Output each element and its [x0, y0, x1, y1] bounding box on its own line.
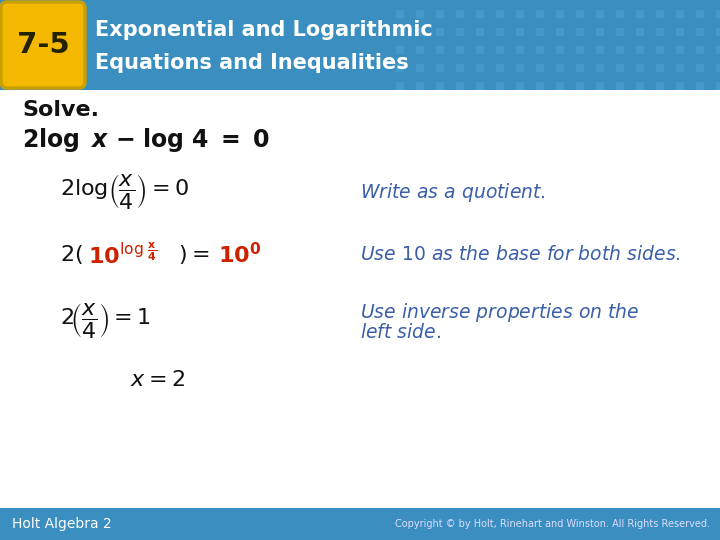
Text: $) =$: $) =$ [178, 244, 210, 267]
Text: 7-5: 7-5 [17, 31, 69, 59]
Text: Solve.: Solve. [22, 100, 99, 120]
Text: Copyright © by Holt, Rinehart and Winston. All Rights Reserved.: Copyright © by Holt, Rinehart and Winsto… [395, 519, 710, 529]
Text: $\mathit{Use\ inverse\ properties\ on\ the}$: $\mathit{Use\ inverse\ properties\ on\ t… [360, 300, 639, 323]
Text: $2\!\left(\dfrac{x}{4}\right) = 1$: $2\!\left(\dfrac{x}{4}\right) = 1$ [60, 300, 151, 340]
Text: $\bf{2log}$$\bf{\,}$ $\bfit{x}$ $\bf{-\ log\ 4\ =\ 0}$: $\bf{2log}$$\bf{\,}$ $\bfit{x}$ $\bf{-\ … [22, 126, 270, 154]
FancyBboxPatch shape [1, 2, 85, 88]
Text: Exponential and Logarithmic: Exponential and Logarithmic [95, 20, 433, 40]
Text: $x = 2$: $x = 2$ [130, 370, 185, 390]
Text: Holt Algebra 2: Holt Algebra 2 [12, 517, 112, 531]
Text: $\mathbf{10}^{\mathbf{\log\,\frac{x}{4}}}$: $\mathbf{10}^{\mathbf{\log\,\frac{x}{4}}… [88, 242, 158, 268]
Text: $2\log\!\left(\dfrac{x}{4}\right) = 0$: $2\log\!\left(\dfrac{x}{4}\right) = 0$ [60, 172, 189, 212]
Text: $2($: $2($ [60, 244, 83, 267]
Bar [0, 90, 720, 508]
Text: $\mathit{Write\ as\ a\ quotient.}$: $\mathit{Write\ as\ a\ quotient.}$ [360, 180, 546, 204]
Text: $\mathit{left\ side.}$: $\mathit{left\ side.}$ [360, 322, 441, 341]
Text: $\mathbf{10}^{\mathbf{0}}$: $\mathbf{10}^{\mathbf{0}}$ [218, 242, 261, 268]
Bar [0, 508, 720, 540]
Text: $\mathit{Use\ 10\ as\ the\ base\ for\ both\ sides.}$: $\mathit{Use\ 10\ as\ the\ base\ for\ bo… [360, 246, 680, 265]
Bar [0, 0, 720, 90]
Text: Equations and Inequalities: Equations and Inequalities [95, 53, 409, 73]
